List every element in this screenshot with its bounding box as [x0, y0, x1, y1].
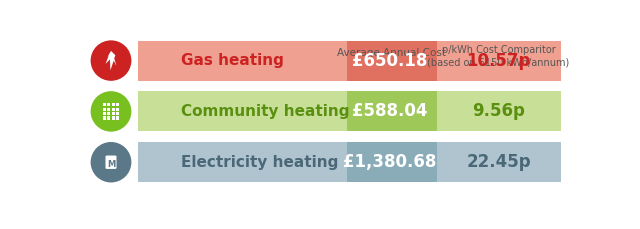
Text: M: M: [107, 160, 115, 169]
Bar: [108, 117, 110, 120]
Bar: [112, 108, 115, 111]
Bar: [348, 41, 436, 81]
Bar: [348, 142, 436, 182]
Polygon shape: [106, 51, 116, 70]
Bar: [103, 108, 106, 111]
FancyBboxPatch shape: [106, 155, 116, 169]
Circle shape: [88, 140, 134, 185]
Text: Average Annual Cost: Average Annual Cost: [337, 47, 446, 57]
Text: £650.18: £650.18: [352, 52, 428, 70]
Text: Gas heating: Gas heating: [180, 53, 284, 68]
Bar: [108, 103, 110, 106]
Bar: [116, 108, 119, 111]
Text: £588.04: £588.04: [352, 102, 428, 120]
Bar: [112, 112, 115, 115]
Bar: [112, 117, 115, 120]
Bar: [116, 117, 119, 120]
Bar: [103, 117, 106, 120]
Circle shape: [88, 89, 134, 134]
Bar: [138, 142, 561, 182]
Text: Community heating: Community heating: [180, 104, 349, 119]
Text: £1,380.68: £1,380.68: [343, 153, 436, 171]
Bar: [103, 112, 106, 115]
Bar: [108, 108, 110, 111]
Bar: [348, 91, 436, 131]
Bar: [116, 112, 119, 115]
Bar: [112, 103, 115, 106]
Text: p/kWh Cost Comparitor
(based on 6150 kWh/annum): p/kWh Cost Comparitor (based on 6150 kWh…: [428, 45, 570, 68]
Bar: [103, 103, 106, 106]
Text: 10.57p: 10.57p: [467, 52, 531, 70]
Bar: [116, 103, 119, 106]
Bar: [138, 91, 561, 131]
Circle shape: [88, 38, 134, 83]
Bar: [108, 112, 110, 115]
Text: Electricity heating: Electricity heating: [180, 155, 338, 170]
Bar: [138, 41, 561, 81]
Text: 9.56p: 9.56p: [472, 102, 525, 120]
Text: 22.45p: 22.45p: [466, 153, 531, 171]
